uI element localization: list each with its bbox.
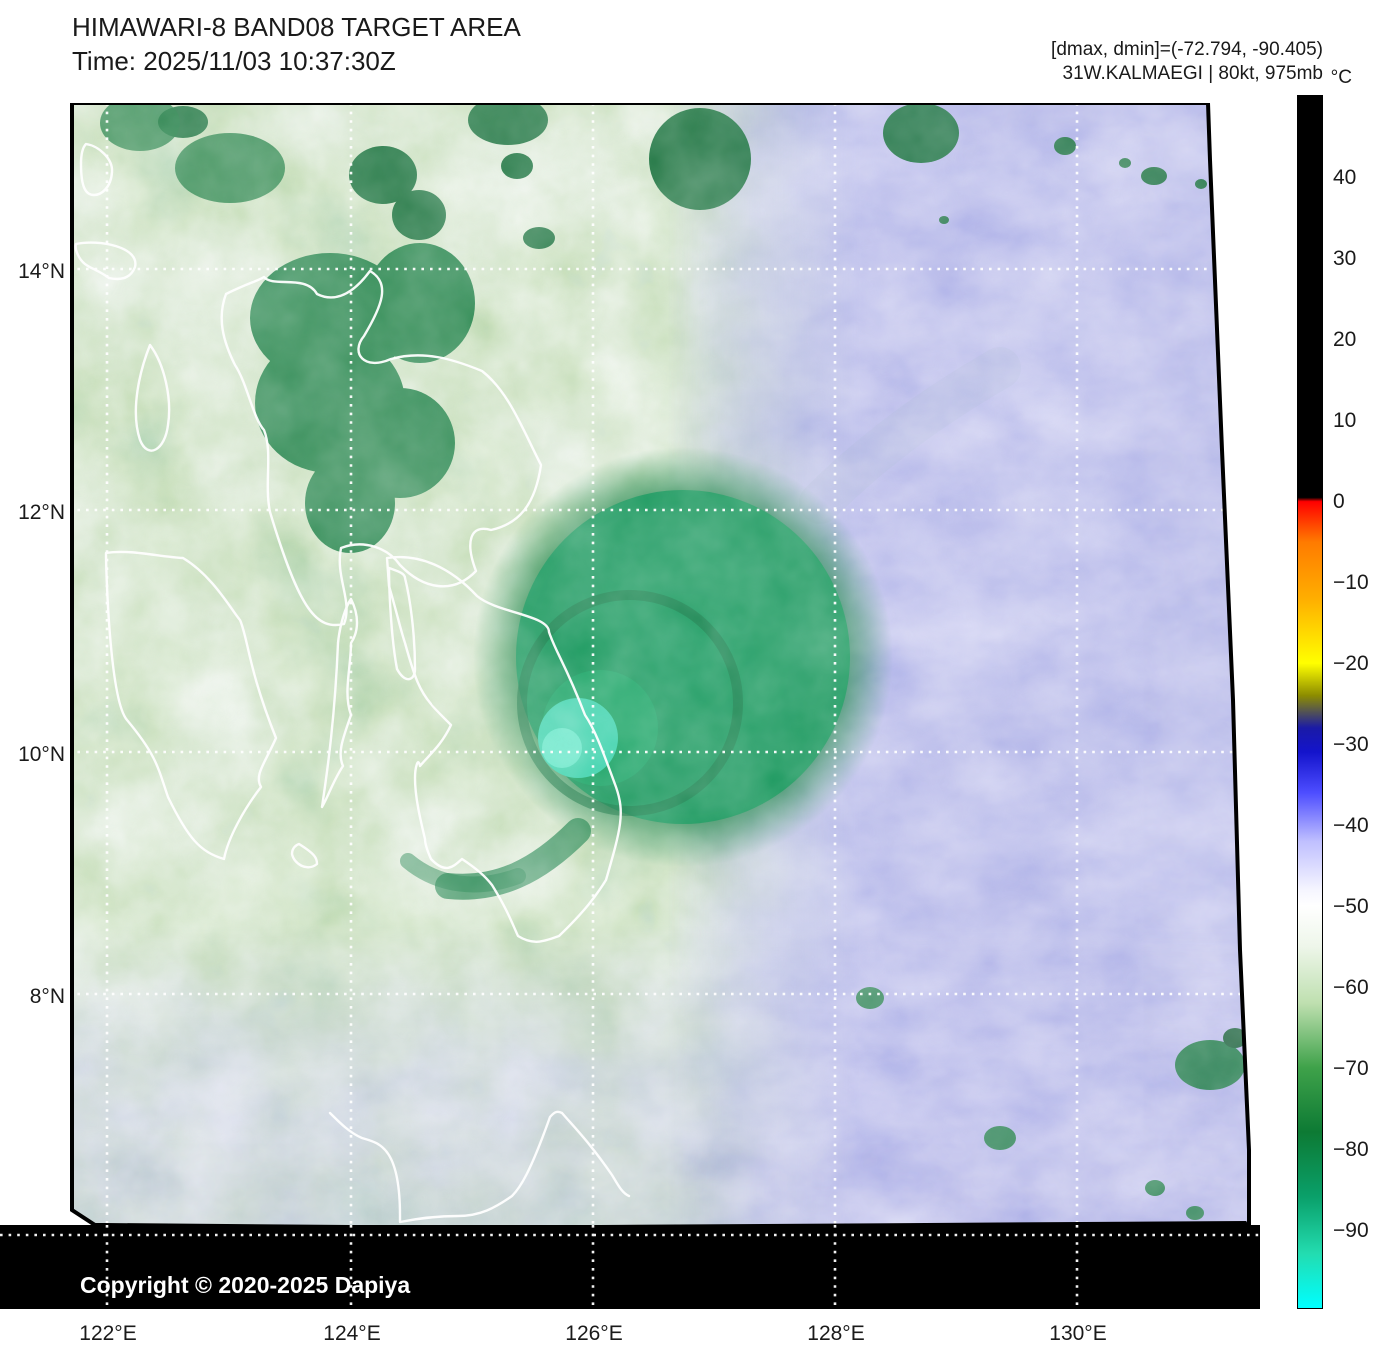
svg-text:Copyright © 2020-2025 Dapiya: Copyright © 2020-2025 Dapiya	[80, 1272, 410, 1298]
